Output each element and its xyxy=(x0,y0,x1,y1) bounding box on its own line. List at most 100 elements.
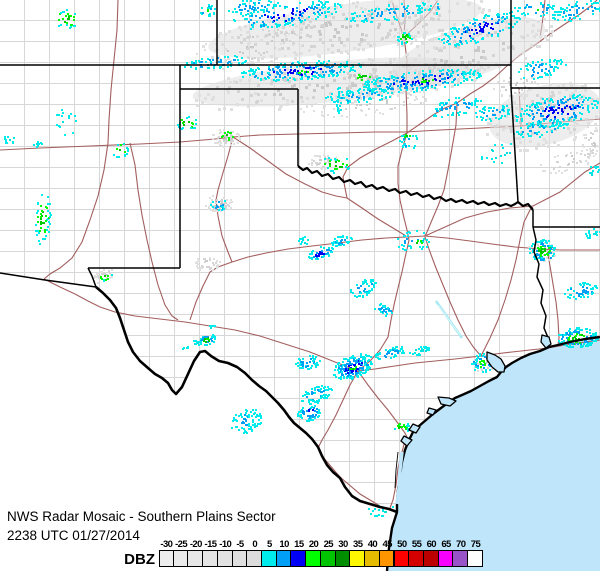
highway-us83 xyxy=(321,455,381,507)
legend-entry: 5 xyxy=(261,539,277,567)
galveston-bay xyxy=(486,351,506,373)
highway-i35 xyxy=(317,0,410,449)
highway-us287-nw xyxy=(232,136,348,199)
aransas-bay xyxy=(408,423,421,434)
rio-grande-river xyxy=(95,286,398,514)
legend-value: 60 xyxy=(426,539,437,550)
legend-value: 25 xyxy=(323,539,334,550)
legend-color-box xyxy=(408,550,424,567)
legend-entry: 20 xyxy=(305,539,321,567)
highway-i49 xyxy=(546,248,560,346)
legend-value: -15 xyxy=(204,539,218,550)
legend-entry: 65 xyxy=(437,539,454,567)
highway-i44-sw xyxy=(342,132,408,199)
legend-entry: 15 xyxy=(290,539,307,567)
legend-entry: -15 xyxy=(202,539,218,567)
legend-entry: 75 xyxy=(467,539,483,567)
legend-color-box xyxy=(231,550,248,567)
legend-value: 30 xyxy=(338,539,348,550)
legend-color-box xyxy=(334,550,351,567)
legend-entry: 55 xyxy=(408,539,424,567)
legend-entry: 25 xyxy=(319,539,336,567)
legend-entry: -30 xyxy=(158,539,175,567)
mexico-region xyxy=(0,273,397,571)
legend-value: 70 xyxy=(456,539,466,550)
highway-i30 xyxy=(424,162,600,237)
map-title: NWS Radar Mosaic - Southern Plains Secto… xyxy=(7,509,276,524)
legend-value: 20 xyxy=(308,539,319,550)
corpus-christi-bay xyxy=(400,435,413,447)
legend-color-box xyxy=(349,550,366,567)
legend-color-box xyxy=(187,550,204,567)
radar-artifact-streak xyxy=(434,300,464,339)
legend-value: 40 xyxy=(367,539,378,550)
san-antonio-bay xyxy=(426,407,437,416)
legend-color-box xyxy=(305,550,321,567)
legend-color-box xyxy=(364,550,380,567)
highway-i20 xyxy=(189,235,600,321)
dbz-label: DBZ xyxy=(124,551,155,568)
legend-value: 10 xyxy=(279,539,289,550)
legend-color-box xyxy=(202,550,218,567)
highway-us287-se xyxy=(346,197,407,237)
legend-color-box xyxy=(261,550,277,567)
legend-value: -30 xyxy=(160,539,173,550)
highway-i37 xyxy=(357,370,408,438)
red-river-border xyxy=(297,165,534,211)
highway-i45 xyxy=(424,236,482,357)
legend-entry: 70 xyxy=(452,539,469,567)
legend-entry: 50 xyxy=(393,539,410,567)
legend-color-box xyxy=(452,550,469,567)
highway-i10-west xyxy=(43,278,359,372)
legend-value: 0 xyxy=(252,539,258,550)
highway-us77 xyxy=(389,436,407,509)
legend-entry: 0 xyxy=(246,539,263,567)
laguna-madre xyxy=(395,451,404,505)
legend-color-box xyxy=(437,550,454,567)
legend-entry: 30 xyxy=(334,539,351,567)
legend-entry: -5 xyxy=(231,539,248,567)
bays xyxy=(394,334,552,505)
legend-entry: 45 xyxy=(378,539,395,567)
legend-value: 55 xyxy=(411,539,422,550)
legend-entry: 35 xyxy=(349,539,366,567)
border-nm-mexico xyxy=(0,272,97,288)
legend-value: -20 xyxy=(189,539,203,550)
gulf-of-mexico xyxy=(387,337,600,571)
legend-value: 65 xyxy=(441,539,451,550)
legend-value: 45 xyxy=(382,539,392,550)
legend-value: 5 xyxy=(267,539,272,550)
legend-value: -5 xyxy=(236,539,244,550)
legend-color-box xyxy=(393,550,410,567)
map-timestamp: 2238 UTC 01/27/2014 xyxy=(7,528,140,543)
legend-value: -10 xyxy=(219,539,232,550)
echo-layer xyxy=(4,0,600,517)
legend-color-box xyxy=(422,550,439,567)
legend-value: 35 xyxy=(353,539,363,550)
legend-color-box xyxy=(319,550,336,567)
dbz-legend: -30 -25 -20 -15 -10 -5 0 5 10 15 20 25 30 35 40 45 50 55 6… xyxy=(158,539,483,567)
highway-us69 xyxy=(424,102,458,237)
legend-color-box xyxy=(275,550,292,567)
legend-color-box xyxy=(216,550,233,567)
legend-value: 50 xyxy=(397,539,407,550)
legend-value: 75 xyxy=(470,539,481,550)
border-tx-la-sabine xyxy=(532,226,550,347)
legend-color-box xyxy=(467,550,483,567)
matagorda-bay xyxy=(437,396,457,407)
legend-entry: -10 xyxy=(216,539,233,567)
highway-us59 xyxy=(480,206,534,357)
legend-entry: 60 xyxy=(422,539,439,567)
sabine-lake xyxy=(540,334,552,349)
highway-us285 xyxy=(129,142,179,321)
laguna-madre-shore xyxy=(394,451,399,489)
legend-color-box xyxy=(378,550,395,567)
legend-entry: 40 xyxy=(364,539,380,567)
legend-value: -25 xyxy=(175,539,188,550)
border-el-paso xyxy=(87,267,97,288)
legend-color-box xyxy=(172,550,189,567)
legend-entry: -25 xyxy=(172,539,189,567)
legend-value: 15 xyxy=(294,539,304,550)
state-borders xyxy=(0,0,600,347)
